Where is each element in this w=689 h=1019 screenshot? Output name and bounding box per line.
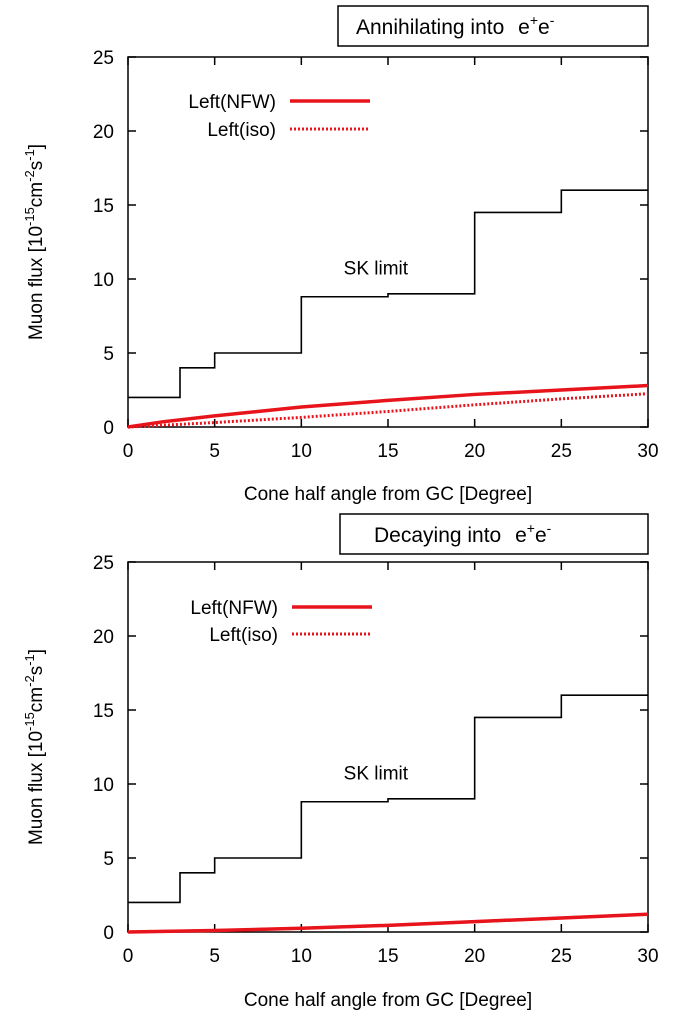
y-tick-label: 20 [93, 627, 114, 648]
y-ticks: 0 5 10 15 20 25 [93, 48, 648, 439]
title-text: Annihilating into e+e- [356, 12, 555, 39]
series-line-nfw [127, 912, 649, 934]
y-tick-label: 10 [93, 270, 114, 291]
x-ticks: 0 5 10 15 20 25 30 [123, 57, 659, 462]
x-tick-label: 10 [291, 946, 312, 967]
legend: Left(NFW) Left(iso) [188, 92, 370, 141]
y-tick-label: 5 [103, 849, 114, 870]
x-tick-label: 5 [209, 946, 220, 967]
title-box: Decaying into e+e- [339, 513, 649, 555]
x-tick-label: 20 [464, 946, 485, 967]
sk-limit-step-line [128, 189, 648, 399]
sk-limit-annotation: SK limit [344, 764, 409, 785]
y-tick-label: 25 [93, 48, 114, 69]
legend-label-iso: Left(iso) [207, 120, 276, 141]
x-tick-label: 15 [377, 946, 398, 967]
x-ticks: 0 5 10 15 20 25 30 [123, 562, 659, 967]
x-tick-label: 0 [123, 441, 134, 462]
x-tick-label: 10 [291, 441, 312, 462]
y-tick-label: 20 [93, 122, 114, 143]
y-tick-label: 5 [103, 344, 114, 365]
x-axis-label: Cone half angle from GC [Degree] [244, 484, 532, 505]
y-tick-label: 15 [93, 701, 114, 722]
legend-label-nfw: Left(NFW) [188, 92, 276, 113]
y-tick-label: 10 [93, 775, 114, 796]
panel-annihilating: Annihilating into e+e- 0 5 10 15 20 25 30 0 5 10… [22, 5, 659, 505]
series-line-nfw [127, 383, 649, 429]
series-group [127, 189, 649, 429]
title-text: Decaying into e+e- [374, 520, 552, 547]
y-ticks: 0 5 10 15 20 25 [93, 553, 648, 944]
y-tick-label: 25 [93, 553, 114, 574]
y-tick-label: 0 [103, 418, 114, 439]
x-tick-label: 30 [637, 441, 658, 462]
legend: Left(NFW) Left(iso) [190, 598, 372, 646]
x-tick-label: 25 [551, 441, 572, 462]
y-axis-label: Muon flux [10-15cm-2s-1] [22, 144, 47, 340]
x-tick-label: 20 [464, 441, 485, 462]
legend-label-iso: Left(iso) [209, 625, 278, 646]
sk-limit-annotation: SK limit [344, 259, 409, 280]
title-box: Annihilating into e+e- [337, 5, 649, 47]
x-tick-label: 5 [209, 441, 220, 462]
panel-decaying: Decaying into e+e- 0 5 10 15 20 25 30 0 5 10 15 20… [22, 513, 659, 1011]
x-axis-label: Cone half angle from GC [Degree] [244, 990, 532, 1011]
legend-label-nfw: Left(NFW) [190, 598, 278, 619]
sk-limit-step-line [128, 694, 648, 904]
x-tick-label: 15 [377, 441, 398, 462]
x-tick-label: 30 [637, 946, 658, 967]
series-line-iso [127, 392, 649, 429]
y-tick-label: 0 [103, 923, 114, 944]
x-tick-label: 0 [123, 946, 134, 967]
y-axis-label: Muon flux [10-15cm-2s-1] [22, 649, 47, 845]
y-tick-label: 15 [93, 196, 114, 217]
series-group [127, 694, 649, 934]
x-tick-label: 25 [551, 946, 572, 967]
